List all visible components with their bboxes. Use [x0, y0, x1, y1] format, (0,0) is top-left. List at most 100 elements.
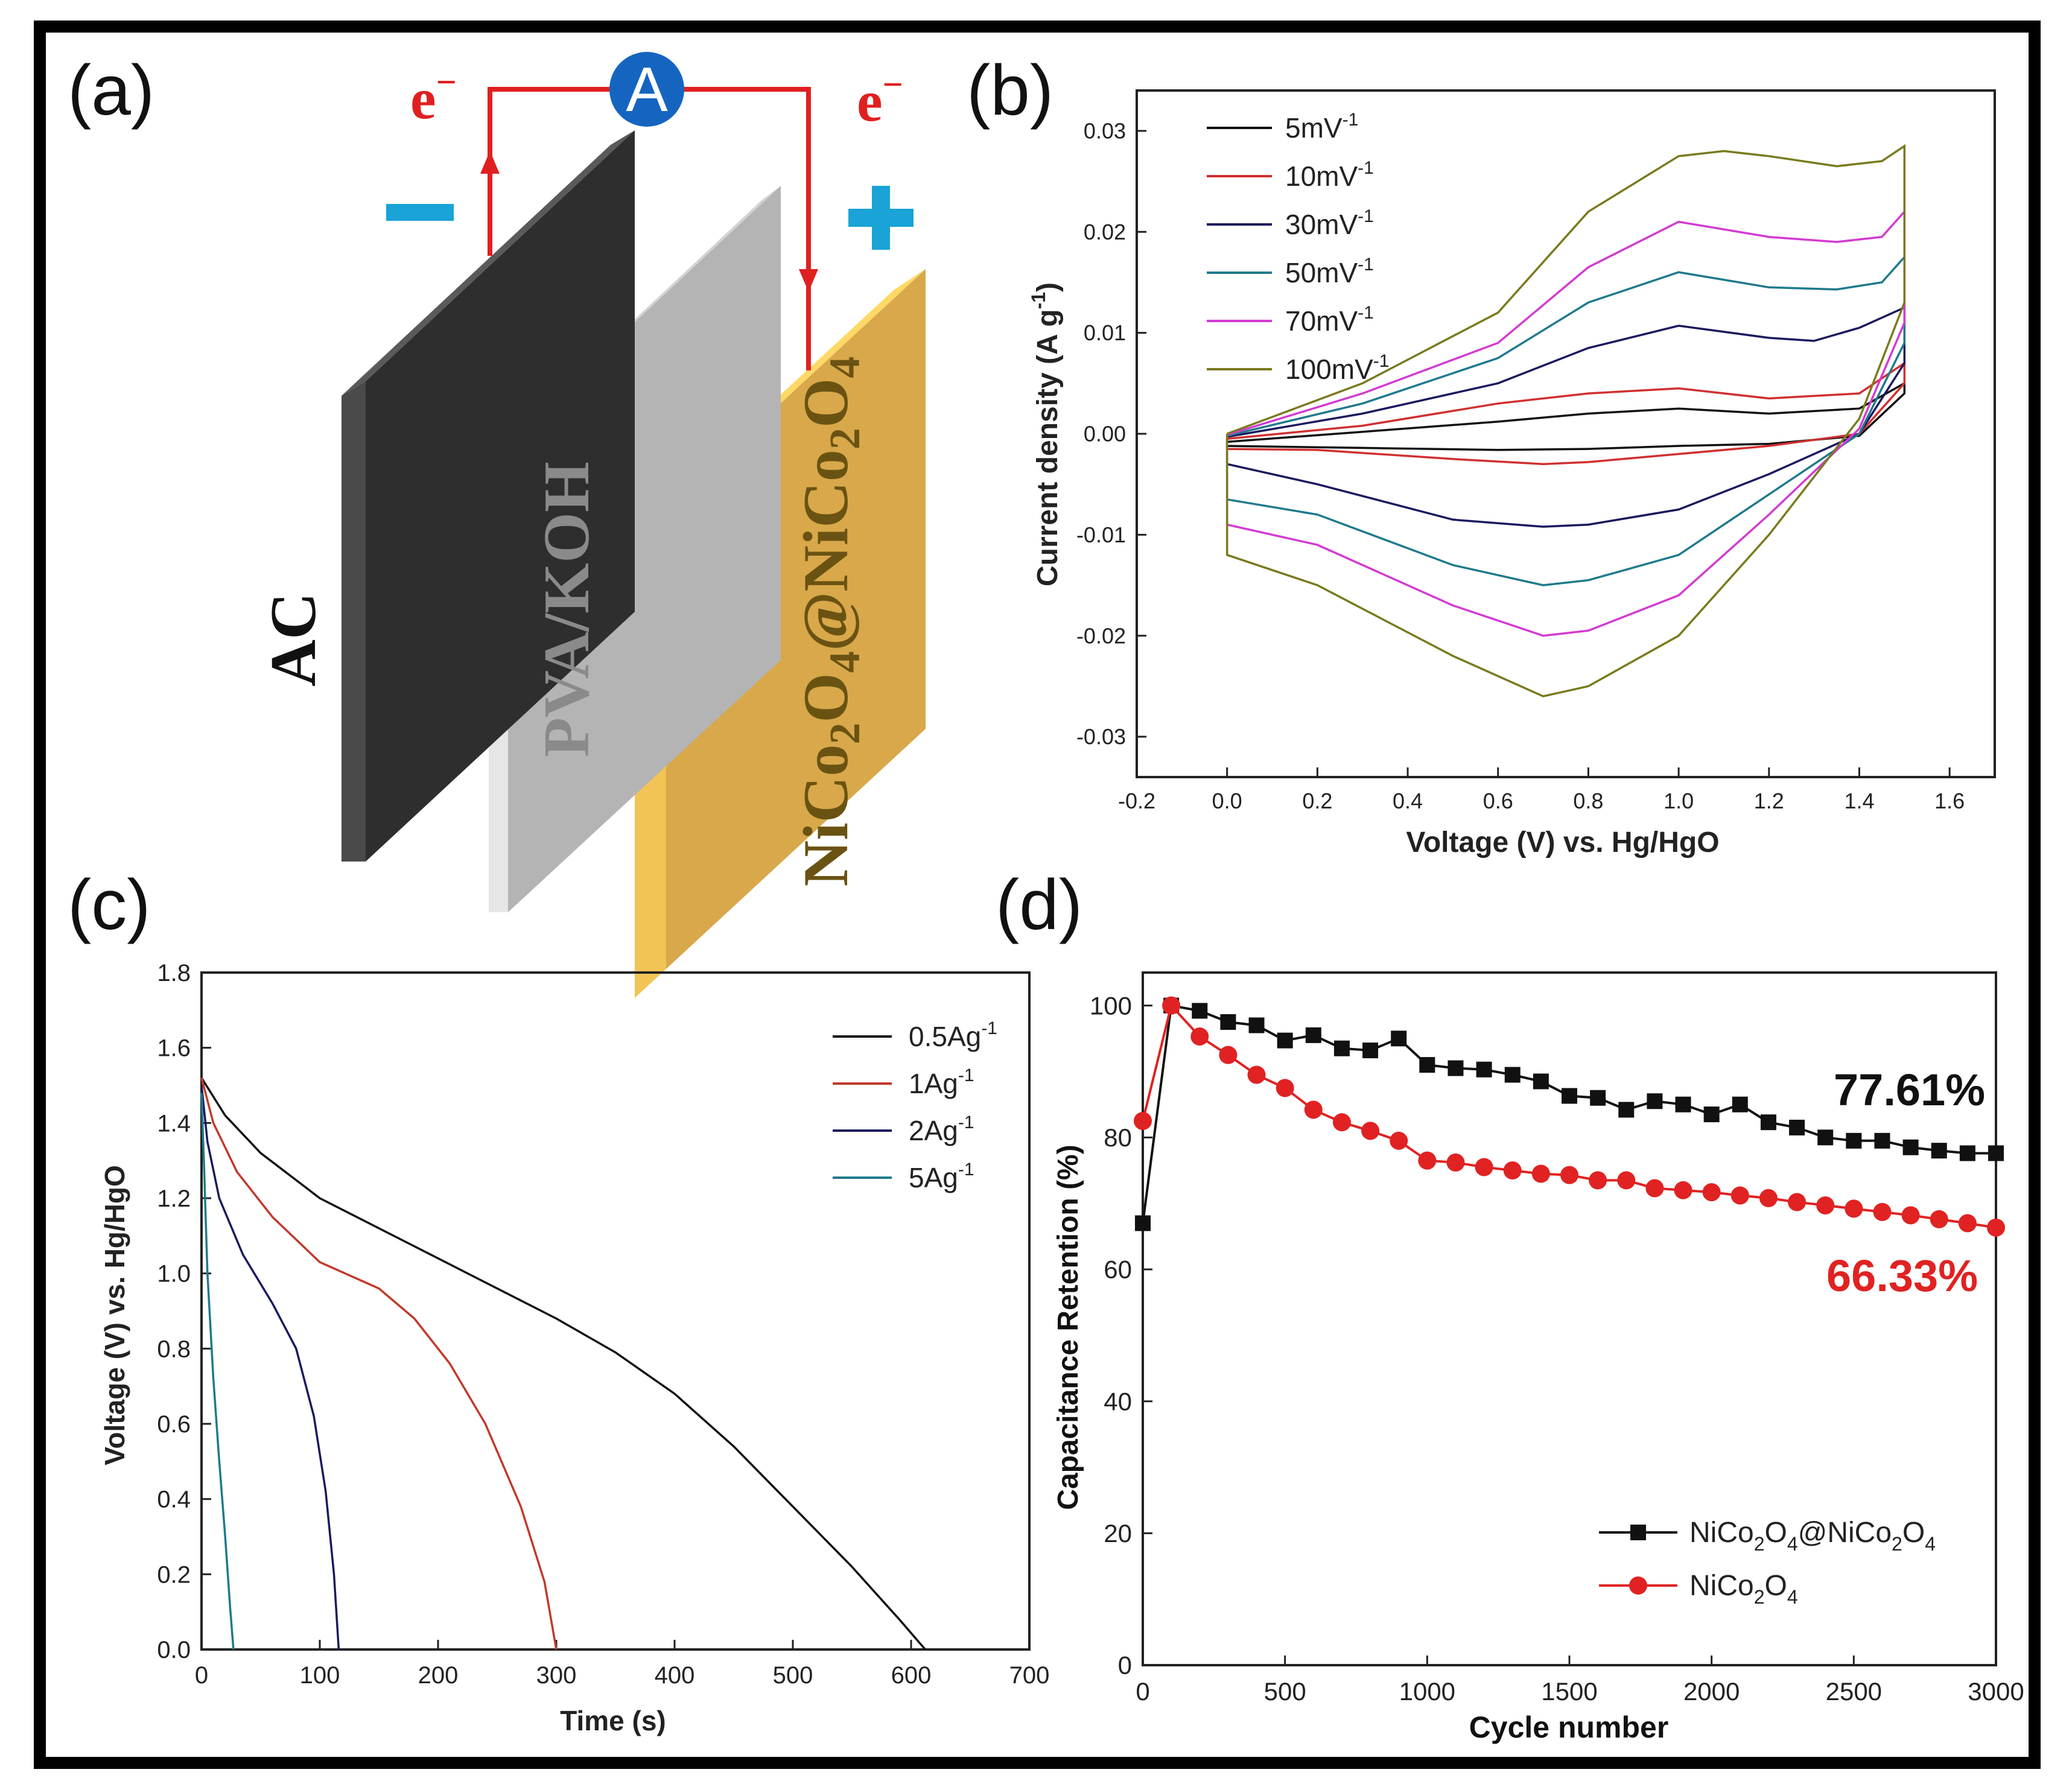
- cv-curve-70mV: [1225, 209, 1906, 637]
- data-point-square: [1391, 1030, 1407, 1047]
- gcd-curve-0.5Ag: [200, 1077, 926, 1651]
- data-point-circle: [1617, 1171, 1636, 1190]
- x-tick-label: 1000: [1399, 1677, 1455, 1706]
- data-point-square: [1448, 1060, 1464, 1076]
- data-point-square: [1959, 1145, 1975, 1161]
- panel-b-label: (b): [967, 51, 1053, 130]
- data-point-square: [1846, 1132, 1862, 1149]
- x-tick-label: 700: [1009, 1662, 1050, 1689]
- data-point-square: [1419, 1057, 1435, 1073]
- y-tick-label: 0.02: [1084, 220, 1126, 244]
- left-electrode-plate: [342, 130, 635, 862]
- x-tick-label: 0: [1136, 1677, 1149, 1706]
- panel-c-legend: 0.5Ag-1 1Ag-1 2Ag-1 5Ag-1: [833, 1018, 997, 1193]
- data-point-circle: [1247, 1065, 1266, 1084]
- y-tick-label: 0.4: [157, 1487, 191, 1513]
- y-tick-label: 60: [1104, 1256, 1132, 1284]
- panel-c-y-axis-title: Voltage (V) vs. Hg/HgO: [99, 1165, 130, 1465]
- data-point-circle: [1332, 1113, 1351, 1132]
- ammeter-icon: [609, 52, 684, 127]
- panel-d-curves: [1134, 996, 2005, 1237]
- data-point-square: [1789, 1119, 1805, 1135]
- data-point-circle: [1759, 1189, 1778, 1207]
- retention-annotation-bare: 66.33%: [1826, 1251, 1978, 1301]
- data-point-circle: [1219, 1046, 1238, 1064]
- y-tick-label: 0.6: [157, 1411, 191, 1438]
- cv-curve-5mV: [1225, 381, 1906, 451]
- panel-d-legend: NiCo2O4@NiCo2O4 NiCo2O4: [1599, 1517, 1936, 1608]
- gcd-curve-2Ag: [200, 1085, 340, 1650]
- left-electrode-label: AC: [258, 592, 329, 687]
- panel-c-x-axis-title: Time (s): [560, 1705, 666, 1736]
- y-tick-label: 0.00: [1084, 422, 1126, 446]
- current-down-arrow-icon: [799, 269, 818, 292]
- y-tick-label: 0.01: [1084, 320, 1126, 345]
- ammeter-label: A: [626, 55, 668, 125]
- electron-label-left: e−: [410, 62, 457, 131]
- data-point-circle: [1475, 1158, 1493, 1176]
- y-tick-label: 100: [1090, 991, 1132, 1020]
- panel-c-label: (c): [68, 865, 151, 945]
- data-point-circle: [1446, 1153, 1465, 1172]
- data-point-square: [1504, 1067, 1521, 1083]
- panel-b-ticks: -0.2 0.0 0.2 0.4 0.6 0.8 1.0 1.2 1.4 1.6 0.03 0.02 0…: [1076, 119, 1965, 813]
- x-tick-label: 0.4: [1393, 789, 1423, 813]
- legend-label: 10mV-1: [1285, 158, 1374, 192]
- y-tick-label: 0.8: [157, 1336, 191, 1362]
- legend-label: 100mV-1: [1285, 351, 1389, 385]
- data-point-circle: [1531, 1164, 1550, 1183]
- data-point-square: [1931, 1143, 1947, 1159]
- legend-label: 0.5Ag-1: [909, 1018, 997, 1052]
- data-point-square: [1277, 1032, 1293, 1049]
- data-point-square: [1305, 1027, 1321, 1043]
- right-electrode-label: NiCo2O4@NiCo2O4: [790, 357, 869, 887]
- data-point-square: [1333, 1040, 1350, 1056]
- x-tick-label: 400: [655, 1662, 695, 1689]
- panel-c-plot-frame: [200, 971, 1031, 1651]
- y-tick-label: -0.01: [1076, 522, 1126, 547]
- cv-curve-10mV: [1225, 361, 1906, 465]
- legend-marker-square: [1630, 1525, 1646, 1540]
- x-tick-label: 0: [195, 1662, 208, 1689]
- legend-label: 70mV-1: [1285, 303, 1374, 337]
- x-tick-label: 600: [891, 1662, 932, 1689]
- legend-label: 2Ag-1: [909, 1113, 974, 1146]
- separator-label: PVA/KOH: [531, 462, 603, 757]
- x-tick-label: 0.8: [1573, 789, 1603, 813]
- panel-a-schematic: (a) A e− e−: [68, 51, 926, 998]
- gcd-curve-1Ag: [200, 1078, 558, 1650]
- data-point-circle: [1845, 1199, 1863, 1218]
- panel-c-ticks: 0 100 200 300 400 500 600 700 0.0 0.2 0.4 0.6 0.8 1.0…: [157, 960, 1049, 1689]
- x-tick-label: 100: [300, 1662, 340, 1689]
- legend-marker-circle: [1629, 1576, 1647, 1595]
- data-point-square: [1902, 1139, 1919, 1155]
- y-tick-label: 1.6: [157, 1035, 191, 1062]
- panel-b-curves: [1225, 144, 1906, 697]
- y-tick-label: 80: [1104, 1123, 1132, 1152]
- panel-b-y-axis-title: Current density (A g-1): [1028, 282, 1064, 586]
- data-point-circle: [1930, 1210, 1948, 1228]
- y-tick-label: 0.03: [1084, 119, 1126, 144]
- data-point-circle: [1788, 1193, 1807, 1211]
- x-tick-label: 2500: [1826, 1677, 1882, 1706]
- data-point-square: [1476, 1061, 1492, 1078]
- y-tick-label: 1.0: [157, 1261, 191, 1287]
- data-point-circle: [1134, 1112, 1152, 1130]
- data-point-square: [1248, 1017, 1265, 1033]
- y-tick-label: 0: [1118, 1651, 1132, 1680]
- panel-d-cycling-chart: (d) 0 500 1000 1500 2000 2500 3000 0 20 40 60 80 100…: [996, 865, 2024, 1744]
- data-point-square: [1562, 1088, 1577, 1104]
- data-point-circle: [1162, 996, 1181, 1015]
- data-point-circle: [1702, 1183, 1721, 1202]
- x-tick-label: 0.0: [1212, 789, 1242, 813]
- y-tick-label: 40: [1104, 1387, 1132, 1415]
- x-tick-label: 3000: [1968, 1677, 2024, 1706]
- x-tick-label: 300: [536, 1662, 577, 1689]
- legend-label: 5mV-1: [1285, 110, 1358, 144]
- data-point-circle: [1304, 1100, 1323, 1119]
- x-tick-label: 200: [418, 1662, 459, 1689]
- data-point-square: [1618, 1102, 1635, 1118]
- x-tick-label: -0.2: [1118, 789, 1155, 813]
